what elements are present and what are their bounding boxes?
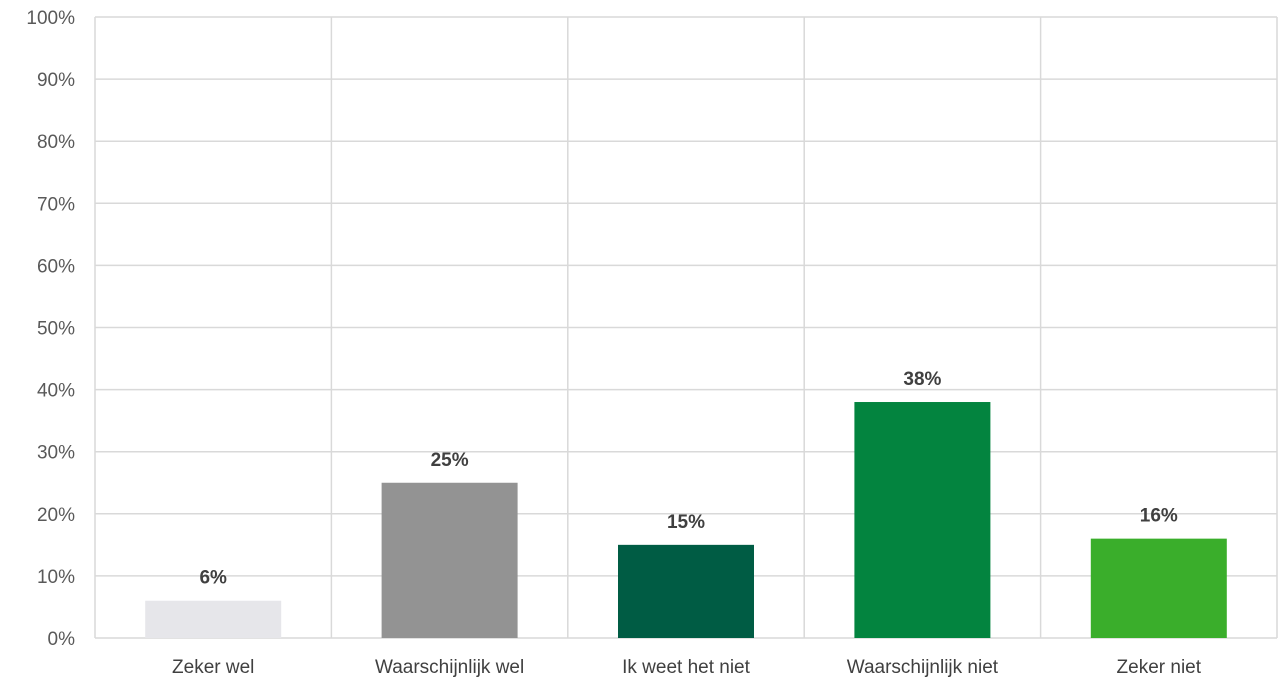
y-tick-label: 90%	[37, 70, 75, 91]
y-tick-label: 50%	[37, 319, 75, 340]
x-category-label: Ik weet het niet	[622, 657, 751, 678]
bar-data-label: 16%	[1140, 506, 1178, 527]
y-tick-label: 40%	[37, 381, 75, 402]
y-tick-label: 30%	[37, 443, 75, 464]
y-tick-label: 0%	[48, 629, 76, 650]
chart-bars	[145, 402, 1227, 638]
y-tick-label: 100%	[26, 8, 75, 29]
x-category-label: Zeker wel	[172, 657, 254, 678]
bar-data-label: 25%	[431, 450, 469, 471]
bar-data-label: 38%	[903, 369, 941, 390]
bar	[145, 600, 282, 638]
x-axis-category-labels: Zeker wel Waarschijnlijk wel Ik weet het n…	[172, 657, 1202, 678]
bar-data-label: 15%	[667, 512, 705, 533]
y-tick-label: 80%	[37, 132, 75, 153]
y-tick-label: 20%	[37, 505, 75, 526]
x-category-label: Waarschijnlijk wel	[375, 657, 524, 678]
bar	[381, 482, 518, 638]
chart-grid	[94, 16, 1278, 639]
bar-data-labels: 6% 25% 15% 38% 16%	[199, 369, 1177, 589]
y-tick-label: 70%	[37, 194, 75, 215]
bar	[618, 544, 754, 638]
bar	[854, 402, 991, 638]
y-tick-label: 60%	[37, 256, 75, 277]
bar	[1090, 538, 1227, 638]
x-category-label: Zeker niet	[1117, 657, 1202, 678]
x-category-label: Waarschijnlijk niet	[847, 657, 999, 678]
y-axis-tick-labels: 0% 10% 20% 30% 40% 50% 60% 70% 80% 90% 100%	[26, 8, 75, 650]
y-tick-label: 10%	[37, 567, 75, 588]
bar-data-label: 6%	[199, 568, 227, 589]
